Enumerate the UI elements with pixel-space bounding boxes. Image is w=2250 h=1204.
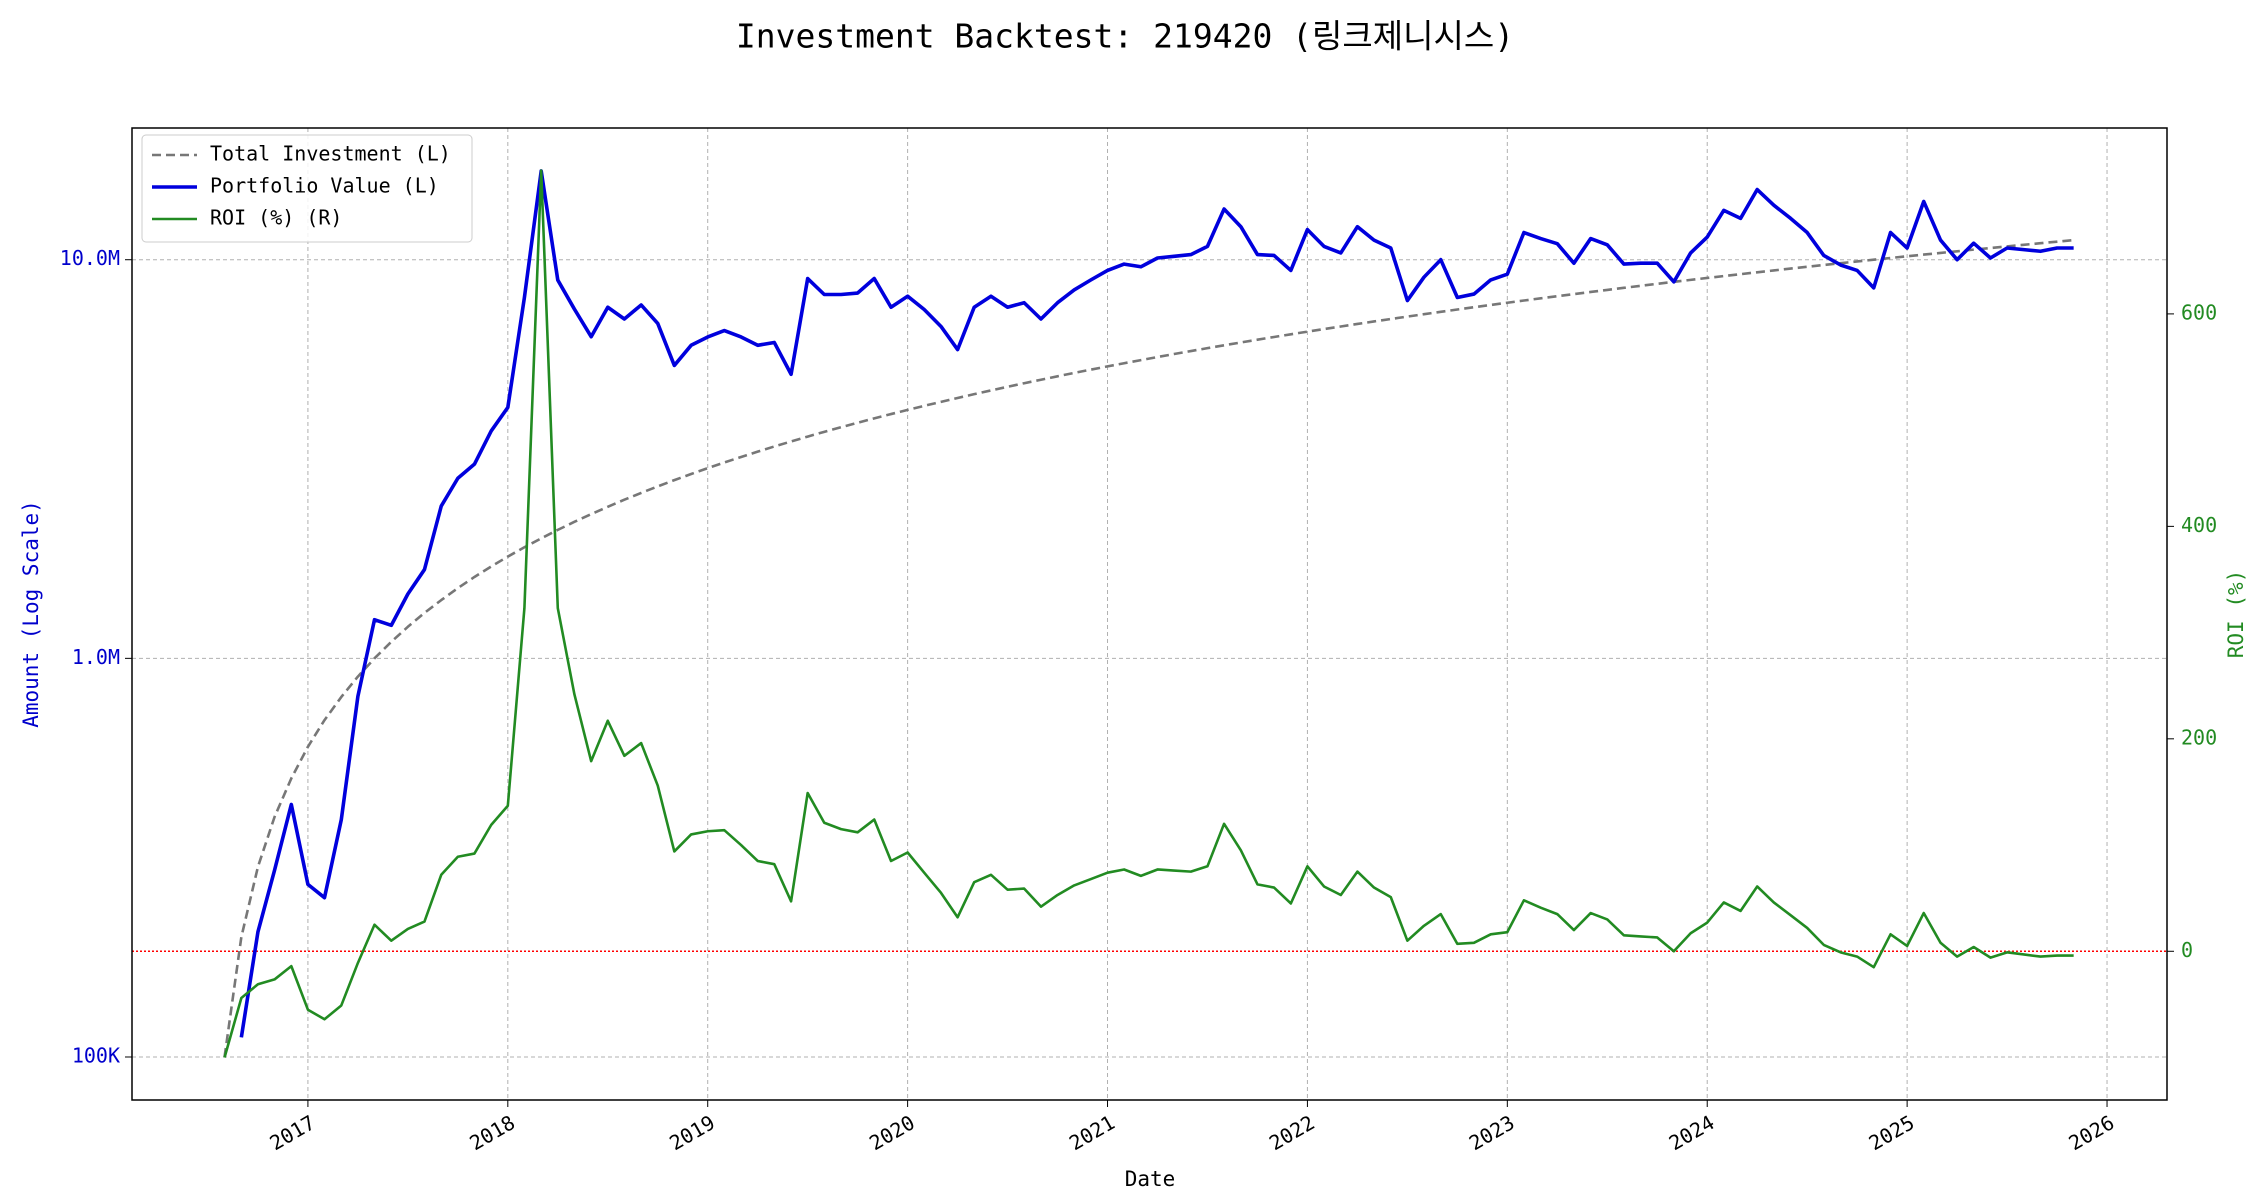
y2-tick-label: 400: [2181, 513, 2217, 537]
x-tick-label: 2025: [1865, 1110, 1919, 1155]
series-line: [223, 238, 2074, 1058]
x-tick-label: 2026: [2065, 1110, 2119, 1155]
series-line: [223, 169, 2074, 1058]
chart-title: Investment Backtest: 219420 (링크제니시스): [736, 17, 1514, 56]
x-tick-label: 2020: [865, 1110, 919, 1155]
y2-axis-label: ROI (%): [2224, 570, 2248, 659]
plot-area: [223, 169, 2074, 1058]
x-tick-label: 2022: [1265, 1110, 1319, 1155]
x-axis-label: Date: [1125, 1167, 1176, 1191]
x-tick-label: 2018: [465, 1110, 519, 1155]
x-tick-label: 2021: [1065, 1110, 1119, 1155]
legend-label: Total Investment (L): [210, 142, 451, 166]
y-tick-label: 10.0M: [60, 246, 120, 270]
y-axis-label: Amount (Log Scale): [19, 500, 43, 728]
x-tick-label: 2023: [1465, 1110, 1519, 1155]
y2-tick-label: 600: [2181, 300, 2217, 324]
series-line: [239, 169, 2074, 1038]
y2-tick-label: 0: [2181, 938, 2193, 962]
x-tick-label: 2017: [265, 1110, 319, 1155]
legend-label: ROI (%) (R): [210, 206, 342, 230]
y2-tick-label: 200: [2181, 725, 2217, 749]
y-tick-label: 100K: [72, 1043, 120, 1067]
plot-frame: [131, 127, 2168, 1101]
x-tick-label: 2024: [1665, 1110, 1719, 1155]
legend-box: [141, 134, 473, 243]
x-tick-label: 2019: [665, 1110, 719, 1155]
legend-label: Portfolio Value (L): [210, 174, 439, 198]
y-tick-label: 1.0M: [72, 645, 120, 669]
